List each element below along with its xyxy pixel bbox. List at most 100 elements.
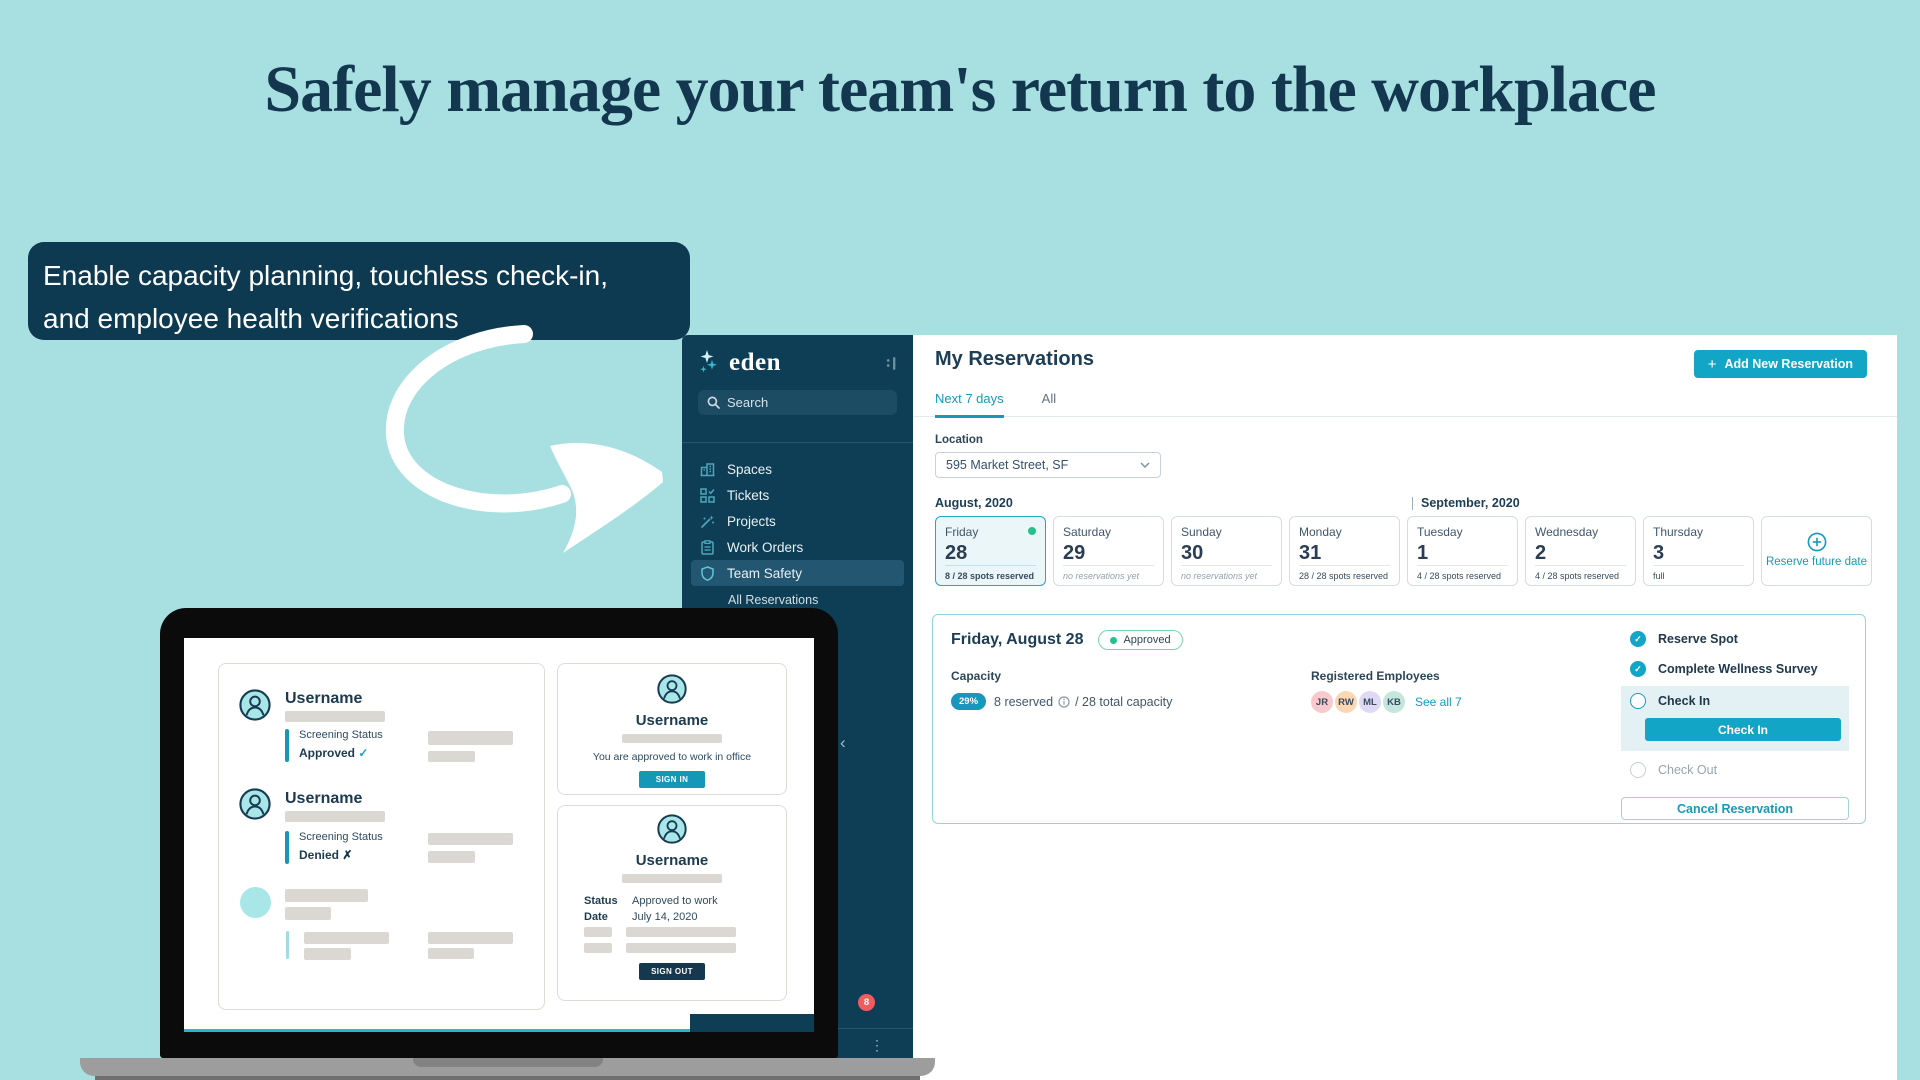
employee-name: Username (285, 790, 363, 807)
sidebar-item-label: Tickets (727, 487, 770, 503)
clipboard-icon (701, 539, 714, 555)
day-card-sunday-30[interactable]: Sunday 30 no reservations yet (1171, 516, 1282, 586)
building-icon (700, 462, 715, 476)
placeholder-row (584, 943, 786, 953)
user-avatar-icon (657, 674, 687, 704)
day-cards-row: Friday 28 8 / 28 spots reserved Saturday… (913, 516, 1897, 586)
reserve-future-date-card[interactable]: Reserve future date (1761, 516, 1872, 586)
placeholder-bar (285, 889, 368, 902)
check-circle-icon: ✓ (1630, 661, 1646, 677)
callout-box: Enable capacity planning, touchless chec… (28, 242, 690, 340)
employee-name: Username (285, 690, 363, 707)
screen-bottom-navy (690, 1014, 814, 1032)
collapse-panel-icon[interactable] (886, 356, 897, 371)
placeholder-bar (428, 851, 475, 863)
capacity-percent-pill: 29% (951, 693, 987, 710)
eden-sparkle-icon (700, 350, 717, 373)
sidebar-item-label: Spaces (727, 461, 773, 477)
eden-app-window: eden Search Spaces (682, 335, 1897, 1080)
date-label: Date (584, 911, 608, 923)
day-card-friday-28[interactable]: Friday 28 8 / 28 spots reserved (935, 516, 1046, 586)
add-new-reservation-button[interactable]: + Add New Reservation (1693, 350, 1867, 378)
screening-status-denied: Denied ✗ (299, 848, 353, 862)
tab-next-7-days[interactable]: Next 7 days (935, 391, 1004, 418)
screening-status-label: Screening Status (299, 831, 383, 843)
screening-roster-card: Username Screening Status Approved ✓ Use… (218, 663, 545, 1010)
curved-arrow-icon (366, 320, 678, 568)
notification-badge[interactable]: 8 (858, 994, 875, 1011)
empty-circle-icon (1630, 693, 1646, 709)
check-icon: ✓ (358, 746, 369, 760)
sign-in-button[interactable]: SIGN IN (639, 771, 705, 788)
employee-avatar[interactable]: RW (1335, 691, 1357, 713)
avatar-placeholder (240, 887, 271, 918)
user-avatar-icon (657, 814, 687, 844)
empty-circle-icon (1630, 762, 1646, 778)
more-options-icon[interactable]: ⋮ (870, 1037, 884, 1053)
checklist-check-in-section: Check In Check In (1621, 686, 1849, 751)
check-circle-icon: ✓ (1630, 631, 1646, 647)
eden-logo-text: eden (729, 349, 781, 376)
sidebar-item-projects[interactable]: Projects (691, 508, 904, 534)
reserved-dot-icon (1028, 527, 1036, 535)
placeholder-bar (304, 948, 351, 960)
employee-avatar[interactable]: JR (1311, 691, 1333, 713)
day-card-saturday-29[interactable]: Saturday 29 no reservations yet (1053, 516, 1164, 586)
sign-in-card: Username You are approved to work in off… (557, 663, 787, 795)
checklist-check-out: Check Out (1621, 755, 1849, 785)
laptop-base-shadow (95, 1076, 920, 1080)
date-value: July 14, 2020 (632, 911, 698, 923)
placeholder-row (584, 927, 786, 937)
placeholder-bar (285, 711, 385, 722)
placeholder-bar (428, 751, 475, 762)
status-accent-bar (285, 831, 289, 864)
tab-all[interactable]: All (1041, 391, 1057, 406)
day-card-monday-31[interactable]: Monday 31 28 / 28 spots reserved (1289, 516, 1400, 586)
callout-line-1: Enable capacity planning, touchless chec… (43, 260, 609, 291)
accent-bar (286, 931, 289, 959)
search-icon (707, 396, 720, 409)
employee-name: Username (635, 852, 709, 869)
day-card-wednesday-2[interactable]: Wednesday 2 4 / 28 spots reserved (1525, 516, 1636, 586)
sidebar-item-tickets[interactable]: Tickets (691, 482, 904, 508)
cancel-reservation-button[interactable]: Cancel Reservation (1621, 797, 1849, 820)
callout-line-2: and employee health verifications (43, 302, 459, 334)
screen-bottom-accent (184, 1029, 690, 1032)
user-avatar-icon (239, 689, 271, 721)
location-dropdown[interactable]: 595 Market Street, SF (935, 452, 1161, 478)
employee-avatar[interactable]: KB (1383, 691, 1405, 713)
status-value: Approved to work (632, 895, 718, 907)
checklist-check-in: Check In (1621, 686, 1849, 716)
month-label-september: September, 2020 (1421, 496, 1520, 510)
sidebar-item-all-reservations[interactable]: All Reservations (728, 593, 819, 607)
placeholder-bar (428, 833, 513, 845)
green-dot-icon (1110, 636, 1118, 644)
capacity-reserved-text: 8 reserved (994, 694, 1054, 709)
sign-out-button[interactable]: SIGN OUT (639, 963, 705, 980)
sidebar-item-label: Team Safety (727, 565, 803, 581)
day-card-tuesday-1[interactable]: Tuesday 1 4 / 28 spots reserved (1407, 516, 1518, 586)
sidebar-item-work-orders[interactable]: Work Orders (691, 534, 904, 560)
search-input[interactable]: Search (698, 390, 897, 415)
plus-icon: + (1707, 355, 1717, 373)
see-all-link[interactable]: See all 7 (1415, 695, 1462, 709)
reservation-date-title: Friday, August 28 (951, 631, 1084, 648)
status-label: Status (584, 895, 618, 907)
month-label-august: August, 2020 (935, 496, 1013, 510)
status-accent-bar (285, 729, 289, 762)
day-card-thursday-3[interactable]: Thursday 3 full (1643, 516, 1754, 586)
employee-name: Username (635, 712, 709, 729)
screening-status-approved: Approved ✓ (299, 746, 369, 760)
placeholder-bar (622, 874, 722, 883)
sidebar-item-spaces[interactable]: Spaces (691, 456, 904, 482)
reservations-tabs: Next 7 days All (913, 391, 1897, 418)
collapse-sidebar-icon[interactable]: ‹ (840, 733, 846, 752)
sidebar-item-label: Work Orders (727, 539, 804, 555)
laptop-base (80, 1058, 935, 1076)
check-in-button[interactable]: Check In (1645, 718, 1841, 741)
sidebar-item-team-safety[interactable]: Team Safety (691, 560, 904, 586)
info-icon[interactable] (1058, 695, 1070, 708)
chevron-down-icon (1140, 462, 1150, 468)
x-icon: ✗ (342, 848, 353, 862)
employee-avatar[interactable]: ML (1359, 691, 1381, 713)
